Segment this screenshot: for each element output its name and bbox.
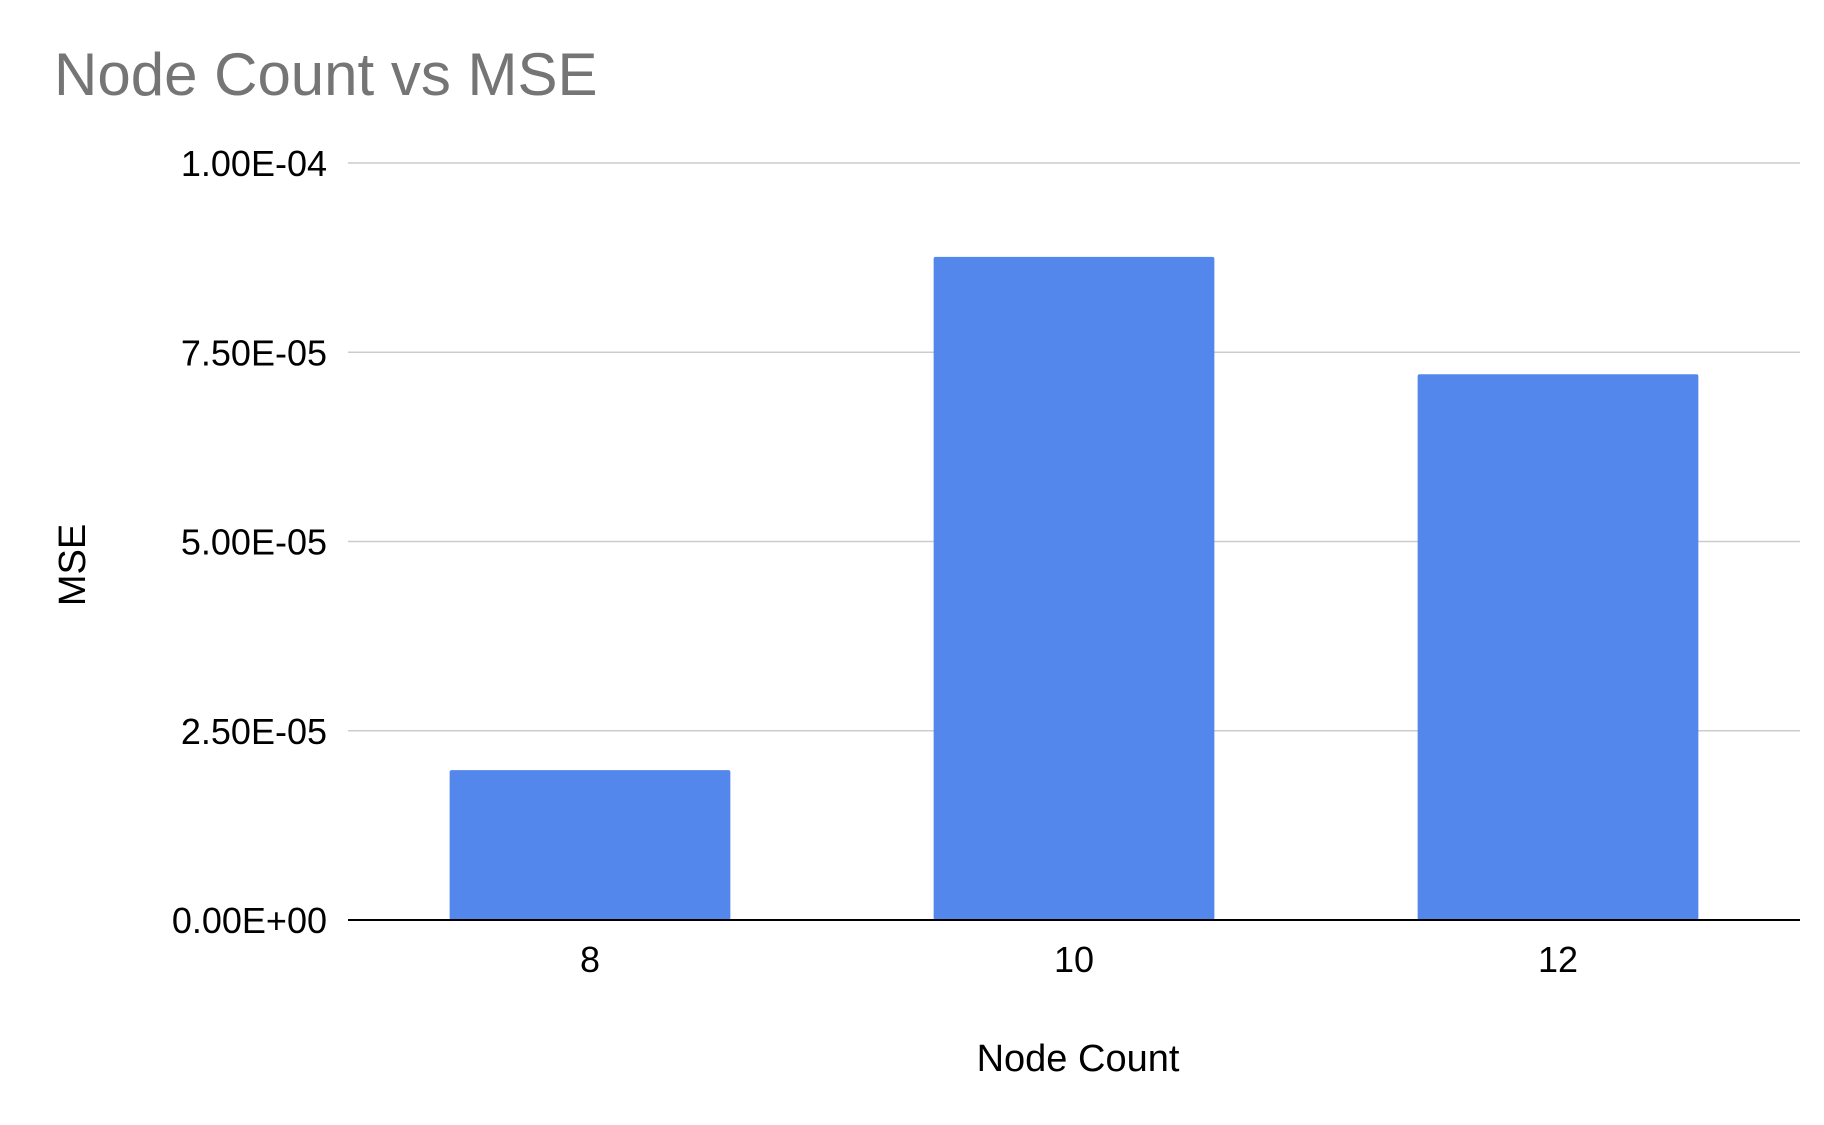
bar-10: [933, 256, 1215, 920]
y-tick-label: 5.00E-05: [181, 522, 327, 563]
x-tick-label: 12: [1538, 939, 1578, 980]
x-axis-ticks: 8 10 12: [580, 939, 1578, 980]
x-axis-label: Node Count: [977, 1038, 1180, 1080]
y-tick-label: 1.00E-04: [181, 143, 327, 184]
bar-8: [449, 770, 731, 920]
y-tick-label: 2.50E-05: [181, 711, 327, 752]
y-tick-label: 7.50E-05: [181, 332, 327, 373]
y-axis-label: MSE: [52, 524, 94, 606]
bars: [449, 256, 1699, 920]
bar-12: [1417, 374, 1699, 920]
x-tick-label: 8: [580, 939, 600, 980]
y-axis-ticks: 0.00E+00 2.50E-05 5.00E-05 7.50E-05 1.00E-04: [172, 143, 327, 941]
x-tick-label: 10: [1054, 939, 1094, 980]
y-tick-label: 0.00E+00: [172, 900, 327, 941]
chart-title: Node Count vs MSE: [54, 41, 598, 108]
